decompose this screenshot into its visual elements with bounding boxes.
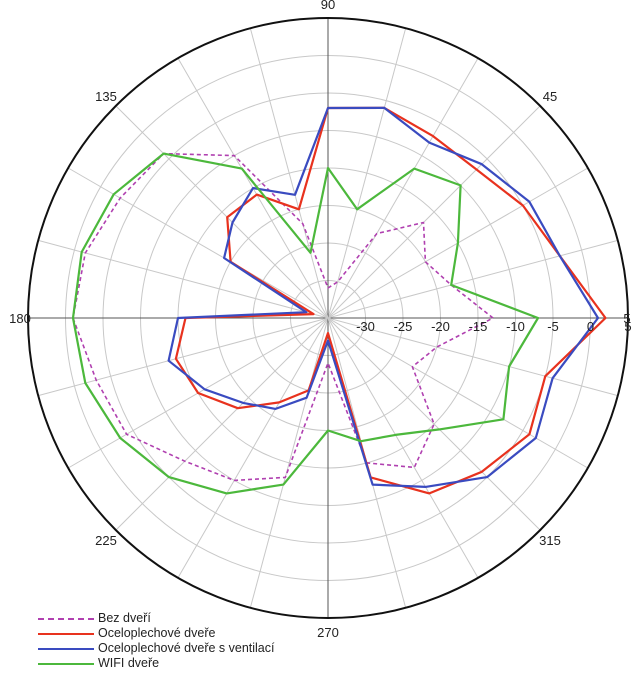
legend-swatch bbox=[38, 617, 94, 620]
legend-swatch bbox=[38, 662, 94, 665]
angle-tick-label: 180 bbox=[9, 311, 31, 326]
polar-labels: 90 45 135 180 5 225 270 315 -30 -25 -20 -15 -10 -5 0 5 bbox=[9, 0, 631, 640]
radial-tick-label: 5 bbox=[624, 319, 631, 334]
legend-item: Oceloplechové dveře bbox=[38, 626, 274, 641]
grid-spoke bbox=[38, 239, 618, 397]
radial-tick-label: -5 bbox=[547, 319, 559, 334]
radial-tick-label: -15 bbox=[469, 319, 488, 334]
legend-label: Oceloplechové dveře bbox=[98, 626, 216, 640]
radial-tick-label: -25 bbox=[394, 319, 413, 334]
legend-swatch bbox=[38, 632, 94, 635]
legend-label: Oceloplechové dveře s ventilací bbox=[98, 641, 275, 655]
angle-tick-label: 45 bbox=[543, 89, 557, 104]
radial-tick-label: -20 bbox=[431, 319, 450, 334]
chart-legend: Bez dveří Oceloplechové dveře Oceloplechov… bbox=[38, 611, 274, 671]
outer-ring bbox=[27, 17, 629, 619]
series-line-1 bbox=[72, 152, 494, 482]
series-line-4 bbox=[71, 152, 540, 495]
legend-swatch bbox=[38, 647, 94, 650]
legend-item: Oceloplechové dveře s ventilací bbox=[38, 641, 274, 656]
radial-tick-label: -30 bbox=[356, 319, 375, 334]
legend-item: Bez dveří bbox=[38, 611, 274, 626]
legend-label: WIFI dveře bbox=[98, 656, 160, 670]
angle-tick-label: 270 bbox=[317, 625, 339, 640]
angle-tick-label: 225 bbox=[95, 533, 117, 548]
angle-tick-label: 5 bbox=[623, 311, 630, 326]
angle-tick-label: 135 bbox=[95, 89, 117, 104]
angle-tick-label: 90 bbox=[321, 0, 335, 12]
polar-grid bbox=[27, 17, 629, 619]
series-line-3 bbox=[167, 106, 600, 488]
legend-item: WIFI dveře bbox=[38, 656, 274, 671]
legend-label: Bez dveří bbox=[98, 611, 151, 625]
radial-tick-label: 0 bbox=[587, 319, 594, 334]
polar-series bbox=[71, 106, 607, 495]
angle-tick-label: 315 bbox=[539, 533, 561, 548]
radial-tick-label: -10 bbox=[506, 319, 525, 334]
